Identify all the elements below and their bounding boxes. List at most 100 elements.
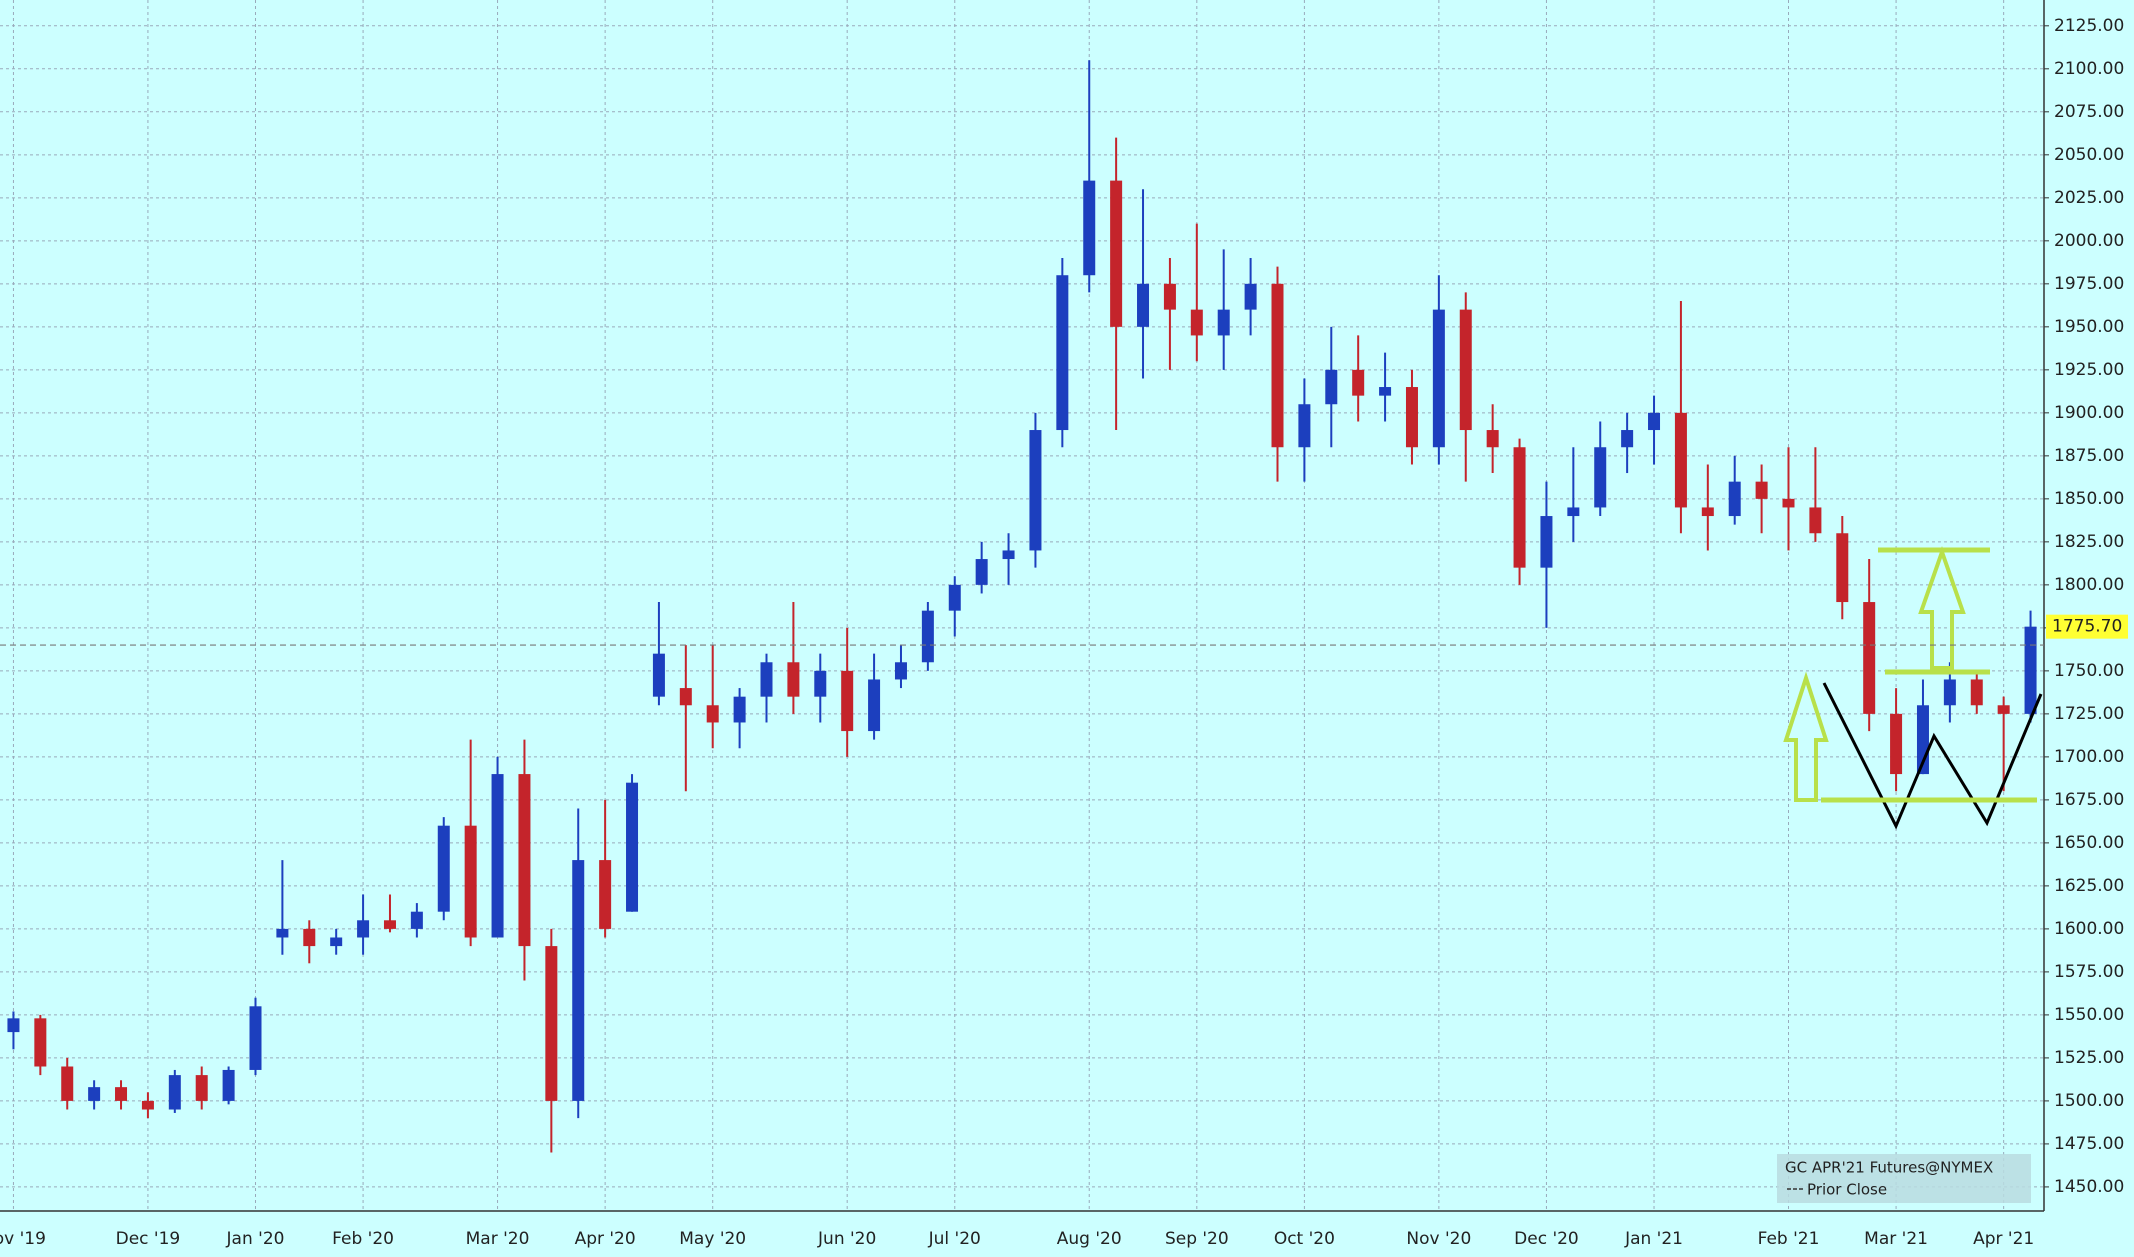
y-tick-label: 2050.00 [2054,145,2124,165]
x-tick-label: Sep '20 [1165,1229,1229,1249]
x-tick-label: Feb '21 [1758,1229,1820,1249]
candle-body [1782,498,1795,508]
legend-title: GC APR'21 Futures@NYMEX [1785,1159,1993,1177]
y-tick-label: 2075.00 [2054,102,2124,122]
y-tick-label: 1675.00 [2054,790,2124,810]
candle-body [1728,481,1741,517]
y-tick-label: 1475.00 [2054,1134,2124,1154]
candle-body [1298,404,1311,448]
y-tick-label: 1625.00 [2054,876,2124,896]
candle-body [1540,516,1553,568]
y-tick-label: 1975.00 [2054,274,2124,294]
x-tick-label: Apr '21 [1973,1229,2034,1249]
x-tick-label: Mar '21 [1864,1229,1928,1249]
candle-body [1244,283,1257,310]
candle-body [1486,430,1499,448]
candle-body [868,679,881,732]
double-bottom-w [1822,682,2043,830]
y-tick-label: 1800.00 [2054,575,2124,595]
candle-body [330,937,343,947]
candle-body [679,688,692,706]
x-tick-label: Nov '19 [0,1229,46,1249]
candle-body [464,825,477,938]
legend-box [1777,1154,2031,1203]
candle-body [34,1018,47,1067]
candle-body [491,774,504,938]
candle-body [115,1087,128,1101]
x-tick-label: Feb '20 [332,1229,394,1249]
candle-body [1432,309,1445,448]
y-tick-label: 1850.00 [2054,489,2124,509]
x-tick-label: Jan '20 [226,1229,285,1249]
candle-body [1701,507,1714,517]
x-tick-label: Dec '20 [1514,1229,1579,1249]
x-tick-label: Jun '20 [817,1229,876,1249]
y-tick-label: 2000.00 [2054,231,2124,251]
candle-body [921,610,934,663]
y-tick-label: 1700.00 [2054,747,2124,767]
y-tick-label: 1875.00 [2054,446,2124,466]
candle-body [1970,679,1983,706]
candle-body [168,1075,181,1110]
candle-body [706,705,719,723]
x-tick-label: Aug '20 [1057,1229,1122,1249]
candle-body [1056,275,1069,431]
candle-body [1863,602,1876,714]
y-tick-label: 1950.00 [2054,317,2124,337]
candle-body [1110,180,1123,327]
candle-body [814,670,827,697]
candle-body [1513,447,1526,568]
candle-body [1997,705,2010,714]
candle-body [1352,369,1365,396]
candle-body [1405,387,1418,448]
candle-body [760,662,773,697]
y-tick-label: 1525.00 [2054,1048,2124,1068]
x-tick-label: Jul '20 [928,1229,981,1249]
last-price-label: 1775.70 [2052,617,2122,637]
candle-body [948,584,961,611]
candle-body [1755,481,1768,499]
candle-body [1137,283,1150,327]
last-price-tag [2046,614,2128,639]
y-tick-label: 2125.00 [2054,16,2124,36]
candle-body [410,911,423,929]
candle-body [222,1069,235,1101]
x-tick-label: Mar '20 [466,1229,530,1249]
candle-body [787,662,800,697]
y-tick-label: 2100.00 [2054,59,2124,79]
candle-body [733,696,746,723]
candle-body [1567,507,1580,517]
candle-body [88,1087,101,1101]
candle-body [894,662,907,680]
candle-body [572,860,585,1101]
candle-body [437,825,450,912]
candle-body [357,920,370,938]
candle-body [1190,309,1203,336]
x-tick-label: Nov '20 [1406,1229,1471,1249]
candle-body [249,1006,262,1070]
candle-body [1459,309,1472,431]
candle-body [1325,369,1338,405]
y-tick-label: 1725.00 [2054,704,2124,724]
y-tick-label: 1650.00 [2054,833,2124,853]
y-tick-label: 1450.00 [2054,1177,2124,1197]
candle-body [1836,533,1849,603]
x-tick-label: May '20 [679,1229,746,1249]
x-tick-label: Apr '20 [575,1229,636,1249]
annotations [1783,545,2043,830]
candle-body [626,782,639,912]
candle-body [7,1018,20,1033]
up-arrow [1783,671,1829,802]
candle-body [599,860,612,929]
candles [7,60,2037,1153]
candle-body [1890,713,1903,775]
candle-body [195,1075,208,1101]
candle-body [1271,283,1284,448]
y-tick-label: 1750.00 [2054,661,2124,681]
candle-body [1163,283,1176,310]
candle-body [1648,412,1661,431]
candle-body [545,946,558,1101]
up-arrow [1918,545,1966,670]
